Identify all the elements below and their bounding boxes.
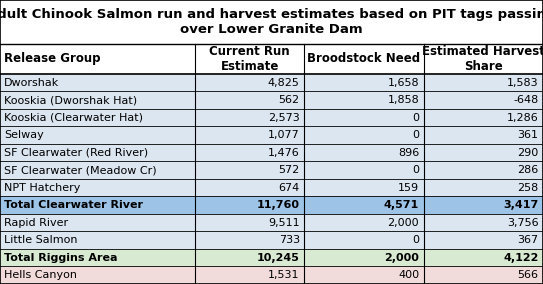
Text: Rapid River: Rapid River [4, 218, 68, 228]
Text: Broodstock Need: Broodstock Need [307, 53, 420, 65]
Text: 258: 258 [517, 183, 539, 193]
Bar [0, 44, 543, 74]
Text: 1,531: 1,531 [268, 270, 300, 280]
Text: 3,756: 3,756 [507, 218, 539, 228]
Text: Estimated Harvest
Share: Estimated Harvest Share [422, 45, 543, 73]
Text: SF Clearwater (Meadow Cr): SF Clearwater (Meadow Cr) [4, 165, 157, 175]
Text: 10,245: 10,245 [257, 253, 300, 263]
Text: Kooskia (Clearwater Hat): Kooskia (Clearwater Hat) [4, 113, 143, 123]
Text: Release Group: Release Group [4, 53, 101, 65]
Text: 159: 159 [398, 183, 419, 193]
Text: 4,571: 4,571 [384, 200, 419, 210]
Text: 9,511: 9,511 [268, 218, 300, 228]
Text: SF Clearwater (Red River): SF Clearwater (Red River) [4, 148, 148, 158]
Bar [0, 179, 543, 197]
Text: 290: 290 [517, 148, 539, 158]
Text: 0: 0 [412, 130, 419, 140]
Text: Current Run
Estimate: Current Run Estimate [210, 45, 290, 73]
Text: Total Clearwater River: Total Clearwater River [4, 200, 143, 210]
Text: 400: 400 [398, 270, 419, 280]
Text: 4,825: 4,825 [268, 78, 300, 87]
Text: Little Salmon: Little Salmon [4, 235, 78, 245]
Text: Total Riggins Area: Total Riggins Area [4, 253, 118, 263]
Text: 2,573: 2,573 [268, 113, 300, 123]
Text: 4,122: 4,122 [503, 253, 539, 263]
Text: 674: 674 [279, 183, 300, 193]
Text: Dworshak: Dworshak [4, 78, 60, 87]
Bar [0, 266, 543, 284]
Text: 0: 0 [412, 235, 419, 245]
Text: Kooskia (Dworshak Hat): Kooskia (Dworshak Hat) [4, 95, 137, 105]
Text: 2,000: 2,000 [388, 218, 419, 228]
Text: 286: 286 [517, 165, 539, 175]
Bar [0, 109, 543, 126]
Text: Adult Chinook Salmon run and harvest estimates based on PIT tags passing
over Lo: Adult Chinook Salmon run and harvest est… [0, 8, 543, 36]
Text: 896: 896 [398, 148, 419, 158]
Text: 1,286: 1,286 [507, 113, 539, 123]
Bar [0, 249, 543, 266]
Text: 562: 562 [279, 95, 300, 105]
Text: 733: 733 [279, 235, 300, 245]
Bar [0, 144, 543, 161]
Text: 0: 0 [412, 165, 419, 175]
Bar [0, 91, 543, 109]
Text: 11,760: 11,760 [257, 200, 300, 210]
Bar [0, 197, 543, 214]
Text: Hells Canyon: Hells Canyon [4, 270, 77, 280]
Text: Selway: Selway [4, 130, 44, 140]
Text: 0: 0 [412, 113, 419, 123]
Bar [0, 0, 543, 44]
Text: -648: -648 [513, 95, 539, 105]
Text: 367: 367 [517, 235, 539, 245]
Text: 572: 572 [279, 165, 300, 175]
Bar [0, 161, 543, 179]
Bar [0, 126, 543, 144]
Bar [0, 214, 543, 231]
Text: 361: 361 [517, 130, 539, 140]
Text: 1,583: 1,583 [507, 78, 539, 87]
Bar [0, 74, 543, 91]
Text: 1,476: 1,476 [268, 148, 300, 158]
Text: NPT Hatchery: NPT Hatchery [4, 183, 81, 193]
Text: 2,000: 2,000 [384, 253, 419, 263]
Text: 1,077: 1,077 [268, 130, 300, 140]
Bar [0, 231, 543, 249]
Text: 3,417: 3,417 [503, 200, 539, 210]
Text: 1,858: 1,858 [388, 95, 419, 105]
Text: 566: 566 [517, 270, 539, 280]
Text: 1,658: 1,658 [388, 78, 419, 87]
